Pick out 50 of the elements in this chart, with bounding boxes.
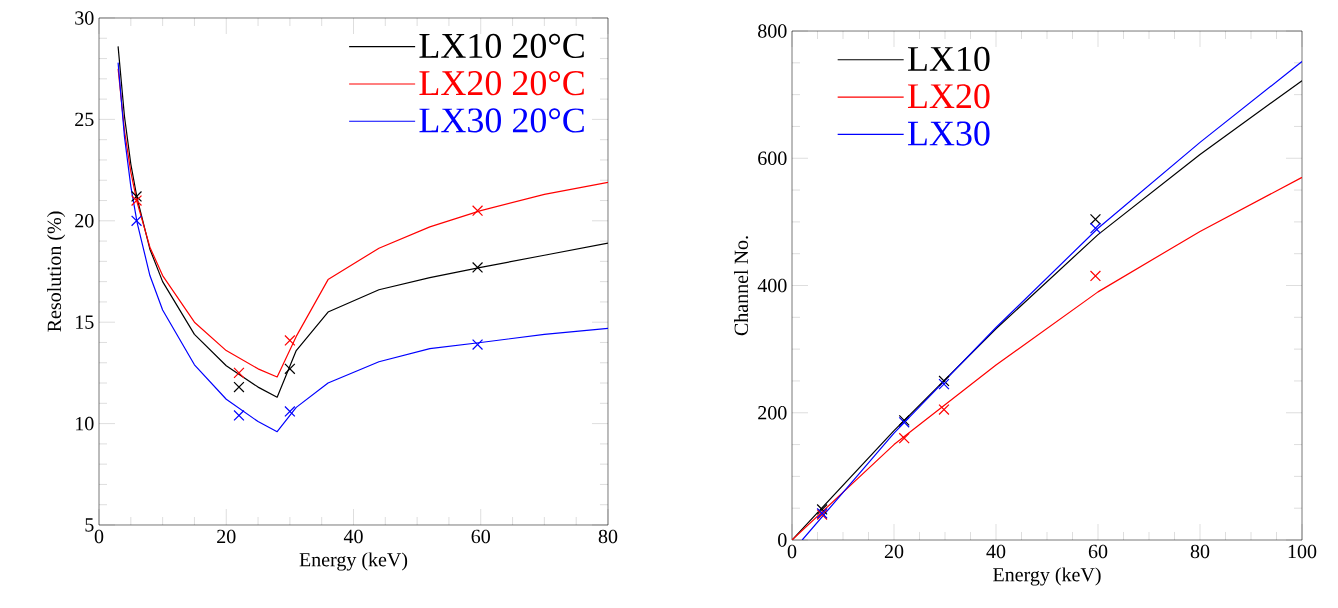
y-tick-label: 800 [758, 24, 787, 38]
y-tick-label: 20 [75, 214, 94, 228]
y-axis-title: Resolution (%) [47, 211, 66, 332]
y-tick-label: 25 [75, 112, 94, 127]
point [284, 363, 296, 375]
y-tick-label: 10 [76, 416, 94, 431]
point [472, 205, 484, 217]
x-tick-label: 80 [598, 529, 618, 544]
point [472, 261, 484, 273]
y-tick-label: 200 [758, 406, 787, 420]
x-tick-label: 20 [217, 529, 236, 544]
x-tick-label: 80 [1190, 544, 1210, 559]
point [233, 409, 245, 422]
point [284, 334, 296, 346]
point [284, 405, 296, 417]
line-series [792, 176, 1303, 540]
point [816, 503, 828, 516]
point [131, 194, 143, 207]
x-tick-label: 40 [986, 544, 1006, 559]
legend-label: LX30 [907, 121, 990, 146]
y-tick-label: 400 [757, 278, 787, 293]
x-axis-title: Energy (keV) [299, 552, 408, 571]
legend-label: LX30 20°C [419, 108, 584, 133]
point [233, 367, 245, 379]
point [898, 432, 910, 444]
y-tick-label: 30 [75, 11, 94, 25]
x-tick-label: 100 [1288, 544, 1317, 559]
legend-label: LX20 20°C [419, 71, 584, 96]
y-tick-label: 5 [85, 518, 94, 532]
x-tick-label: 0 [787, 544, 797, 559]
point [938, 404, 950, 416]
point [472, 338, 484, 351]
legend-label: LX20 [907, 84, 990, 109]
x-tick-label: 0 [94, 529, 104, 544]
x-tick-label: 60 [1088, 544, 1108, 559]
point [131, 215, 143, 227]
text: LX10 [907, 46, 990, 72]
x-tick-label: 40 [343, 529, 363, 544]
text: LX10 20°C [419, 33, 584, 59]
y-tick-label: 15 [76, 315, 94, 329]
x-axis-title: Energy (keV) [993, 567, 1101, 586]
y-axis-title: Channel No. [734, 236, 749, 336]
point [1089, 213, 1102, 225]
point [1089, 270, 1102, 282]
y-tick-label: 600 [758, 151, 787, 165]
x-tick-label: 20 [884, 544, 904, 559]
point [1089, 222, 1102, 234]
point [233, 381, 245, 393]
point [131, 190, 143, 203]
x-tick-label: 60 [471, 529, 490, 544]
